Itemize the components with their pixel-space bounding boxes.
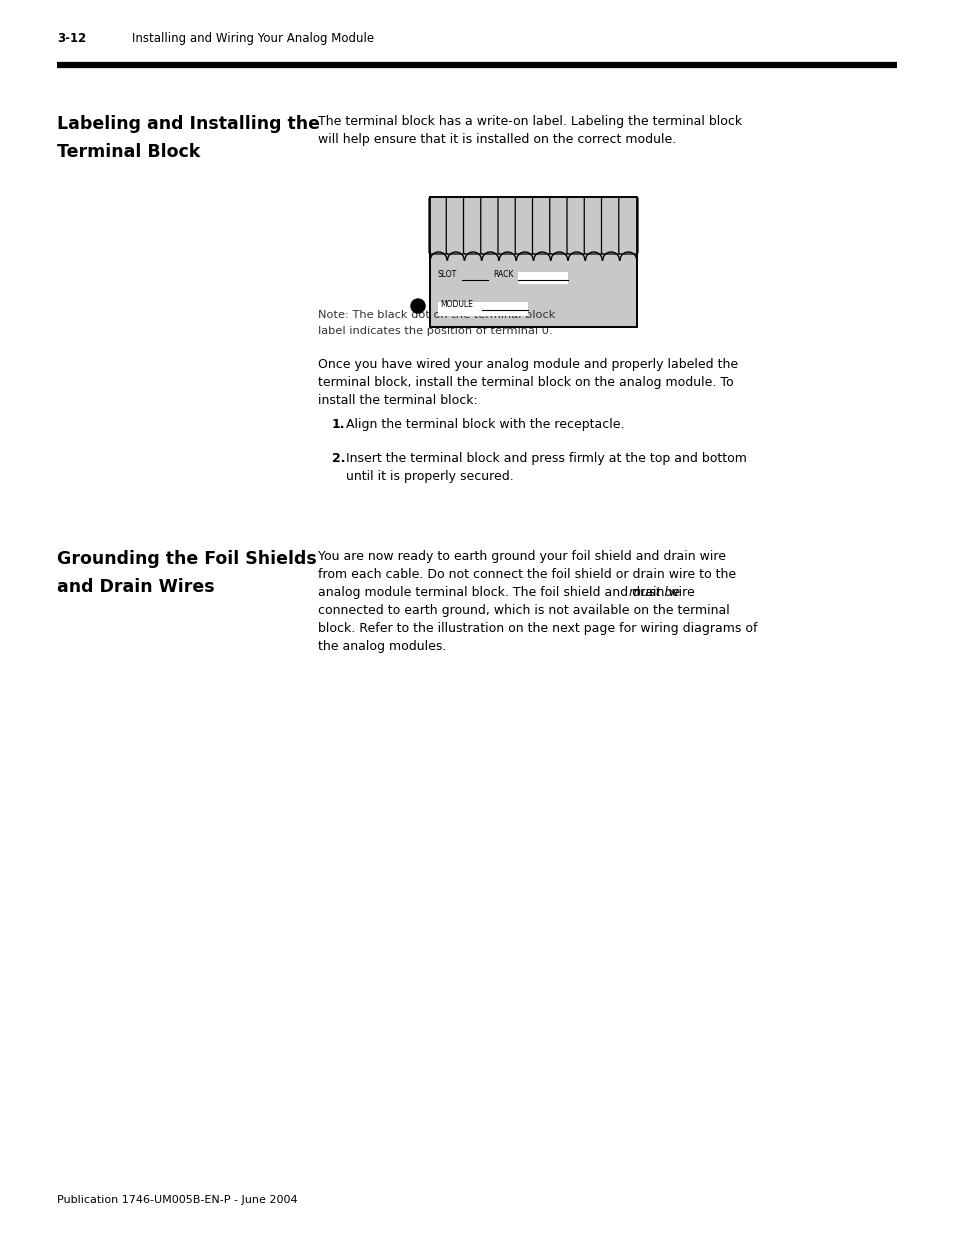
- Text: label indicates the position of terminal 0.: label indicates the position of terminal…: [317, 326, 552, 336]
- Text: RACK: RACK: [493, 270, 513, 279]
- Text: SLOT: SLOT: [437, 270, 456, 279]
- Text: MODULE: MODULE: [439, 300, 473, 309]
- Text: The terminal block has a write-on label. Labeling the terminal block: The terminal block has a write-on label.…: [317, 115, 741, 128]
- FancyBboxPatch shape: [463, 198, 482, 254]
- Text: until it is properly secured.: until it is properly secured.: [346, 471, 514, 483]
- Text: Note: The black dot on the terminal block: Note: The black dot on the terminal bloc…: [317, 310, 555, 320]
- Text: block. Refer to the illustration on the next page for wiring diagrams of: block. Refer to the illustration on the …: [317, 622, 757, 635]
- FancyBboxPatch shape: [601, 198, 620, 254]
- Text: connected to earth ground, which is not available on the terminal: connected to earth ground, which is not …: [317, 604, 729, 618]
- FancyBboxPatch shape: [583, 198, 603, 254]
- Text: You are now ready to earth ground your foil shield and drain wire: You are now ready to earth ground your f…: [317, 550, 725, 563]
- Bar: [517, 272, 567, 284]
- Text: analog module terminal block. The foil shield and drain wire: analog module terminal block. The foil s…: [317, 585, 698, 599]
- Text: must be: must be: [628, 585, 679, 599]
- Text: Labeling and Installing the: Labeling and Installing the: [57, 115, 319, 133]
- FancyBboxPatch shape: [497, 198, 517, 254]
- FancyBboxPatch shape: [515, 198, 534, 254]
- Text: Align the terminal block with the receptacle.: Align the terminal block with the recept…: [346, 417, 624, 431]
- Text: 3-12: 3-12: [57, 32, 86, 44]
- Text: from each cable. Do not connect the foil shield or drain wire to the: from each cable. Do not connect the foil…: [317, 568, 736, 580]
- Text: will help ensure that it is installed on the correct module.: will help ensure that it is installed on…: [317, 133, 676, 146]
- Text: 2.: 2.: [332, 452, 345, 466]
- Bar: [430, 252, 637, 327]
- FancyBboxPatch shape: [446, 198, 465, 254]
- Text: and Drain Wires: and Drain Wires: [57, 578, 214, 597]
- Text: Installing and Wiring Your Analog Module: Installing and Wiring Your Analog Module: [132, 32, 374, 44]
- FancyBboxPatch shape: [566, 198, 586, 254]
- Text: Grounding the Foil Shields: Grounding the Foil Shields: [57, 550, 316, 568]
- FancyBboxPatch shape: [549, 198, 568, 254]
- Text: the analog modules.: the analog modules.: [317, 640, 446, 653]
- Text: 1.: 1.: [332, 417, 345, 431]
- Text: Once you have wired your analog module and properly labeled the: Once you have wired your analog module a…: [317, 358, 738, 370]
- Circle shape: [411, 299, 424, 312]
- Text: terminal block, install the terminal block on the analog module. To: terminal block, install the terminal blo…: [317, 375, 733, 389]
- FancyBboxPatch shape: [480, 198, 499, 254]
- FancyBboxPatch shape: [618, 198, 638, 254]
- Text: install the terminal block:: install the terminal block:: [317, 394, 477, 408]
- Text: Publication 1746-UM005B-EN-P - June 2004: Publication 1746-UM005B-EN-P - June 2004: [57, 1195, 297, 1205]
- FancyBboxPatch shape: [429, 198, 448, 254]
- Text: Terminal Block: Terminal Block: [57, 143, 200, 161]
- Bar: [437, 303, 527, 316]
- Text: Insert the terminal block and press firmly at the top and bottom: Insert the terminal block and press firm…: [346, 452, 746, 466]
- FancyBboxPatch shape: [532, 198, 551, 254]
